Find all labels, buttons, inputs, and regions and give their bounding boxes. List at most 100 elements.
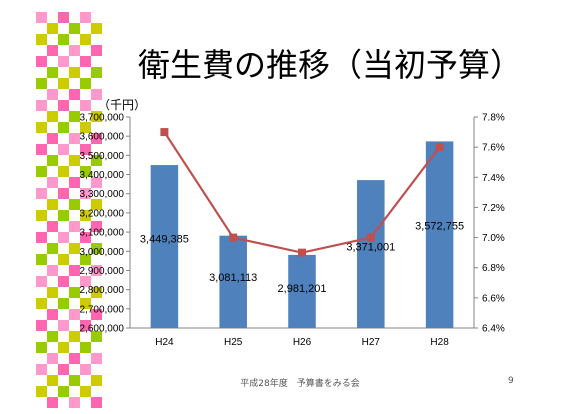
x-tick-label: H25	[224, 337, 243, 348]
decor-square	[69, 177, 80, 188]
decor-square	[80, 276, 91, 287]
y2-tick-label: 7.6%	[482, 143, 505, 154]
decor-square	[91, 375, 102, 386]
ratio-point-H28	[435, 143, 444, 152]
decor-square	[80, 78, 91, 89]
decor-square	[80, 254, 91, 265]
decor-square	[58, 100, 69, 111]
bar-H27	[357, 180, 385, 328]
decor-square	[58, 12, 69, 23]
decor-square	[58, 188, 69, 199]
y-tick-label: 2,700,000	[80, 304, 125, 315]
bar-H26	[288, 254, 316, 328]
decor-square	[47, 199, 58, 210]
decor-square	[58, 78, 69, 89]
decor-square	[58, 320, 69, 331]
decor-square	[47, 287, 58, 298]
decor-square	[36, 210, 47, 221]
decor-square	[47, 155, 58, 166]
decor-square	[80, 342, 91, 353]
decor-square	[80, 166, 91, 177]
decor-square	[36, 364, 47, 375]
decor-square	[47, 177, 58, 188]
decor-square	[91, 45, 102, 56]
x-tick-label: H24	[155, 337, 174, 348]
bar-data-label: 3,371,001	[346, 242, 395, 254]
y-tick-label: 2,600,000	[80, 324, 125, 335]
decor-square	[36, 34, 47, 45]
y2-tick-label: 7.8%	[482, 113, 505, 124]
decor-square	[58, 342, 69, 353]
y-tick-label: 2,900,000	[80, 266, 125, 277]
decor-square	[58, 122, 69, 133]
decor-square	[36, 320, 47, 331]
decor-square	[69, 89, 80, 100]
y2-tick-label: 6.6%	[482, 293, 505, 304]
decor-square	[36, 122, 47, 133]
decor-square	[69, 353, 80, 364]
y2-tick-label: 6.4%	[482, 324, 505, 335]
ratio-line	[163, 131, 441, 254]
decor-square	[36, 144, 47, 155]
decor-square	[80, 298, 91, 309]
y-tick-label: 3,400,000	[80, 170, 125, 181]
y-axis-unit-label: （千円）	[98, 98, 147, 112]
ratio-point-H27	[366, 233, 375, 242]
decor-square	[47, 45, 58, 56]
decor-square	[47, 353, 58, 364]
decor-square	[47, 67, 58, 78]
decor-square	[36, 166, 47, 177]
decor-square	[47, 23, 58, 34]
decor-square	[80, 34, 91, 45]
y-tick-label: 3,500,000	[80, 151, 125, 162]
ratio-point-H26	[298, 248, 306, 257]
bar-data-label: 2,981,201	[278, 283, 327, 295]
decor-square	[91, 309, 102, 320]
decor-square	[91, 243, 102, 254]
decor-square	[91, 265, 102, 276]
decor-square	[91, 221, 102, 232]
decor-square	[58, 56, 69, 67]
y2-tick-label: 6.8%	[482, 263, 505, 274]
decor-square	[80, 364, 91, 375]
decor-square	[36, 188, 47, 199]
decor-square	[36, 232, 47, 243]
ratio-point-H24	[160, 128, 169, 137]
decor-square	[69, 243, 80, 254]
y-tick-label: 3,200,000	[80, 208, 125, 219]
decor-square	[36, 12, 47, 23]
decor-square	[58, 232, 69, 243]
decor-square	[58, 144, 69, 155]
decor-square	[47, 397, 58, 408]
footer-text: 平成28年度 予算書をみる会	[240, 379, 360, 389]
decor-square	[69, 133, 80, 144]
decor-square	[47, 375, 58, 386]
bar-H28	[425, 141, 454, 328]
decor-square	[91, 67, 102, 78]
decor-square	[69, 199, 80, 210]
decor-square	[91, 397, 102, 408]
y-tick-label: 2,800,000	[80, 285, 125, 296]
decor-square	[80, 320, 91, 331]
ratio-point-H25	[229, 233, 238, 242]
bar-data-label: 3,081,113	[209, 272, 257, 284]
decor-square	[91, 353, 102, 364]
decor-square	[69, 287, 80, 298]
decor-square	[69, 111, 80, 122]
y2-tick-label: 7.0%	[482, 233, 505, 244]
decor-square	[69, 221, 80, 232]
decor-square	[91, 111, 102, 122]
decor-square	[47, 243, 58, 254]
decor-square	[47, 111, 58, 122]
decor-square	[69, 67, 80, 78]
decor-square	[36, 56, 47, 67]
decor-square	[69, 375, 80, 386]
decor-square	[69, 45, 80, 56]
x-tick-label: H27	[362, 337, 381, 348]
y-tick-label: 3,700,000	[80, 113, 125, 124]
decor-square	[80, 12, 91, 23]
bar-H24	[150, 165, 179, 328]
decor-square	[36, 298, 47, 309]
decor-square	[58, 298, 69, 309]
